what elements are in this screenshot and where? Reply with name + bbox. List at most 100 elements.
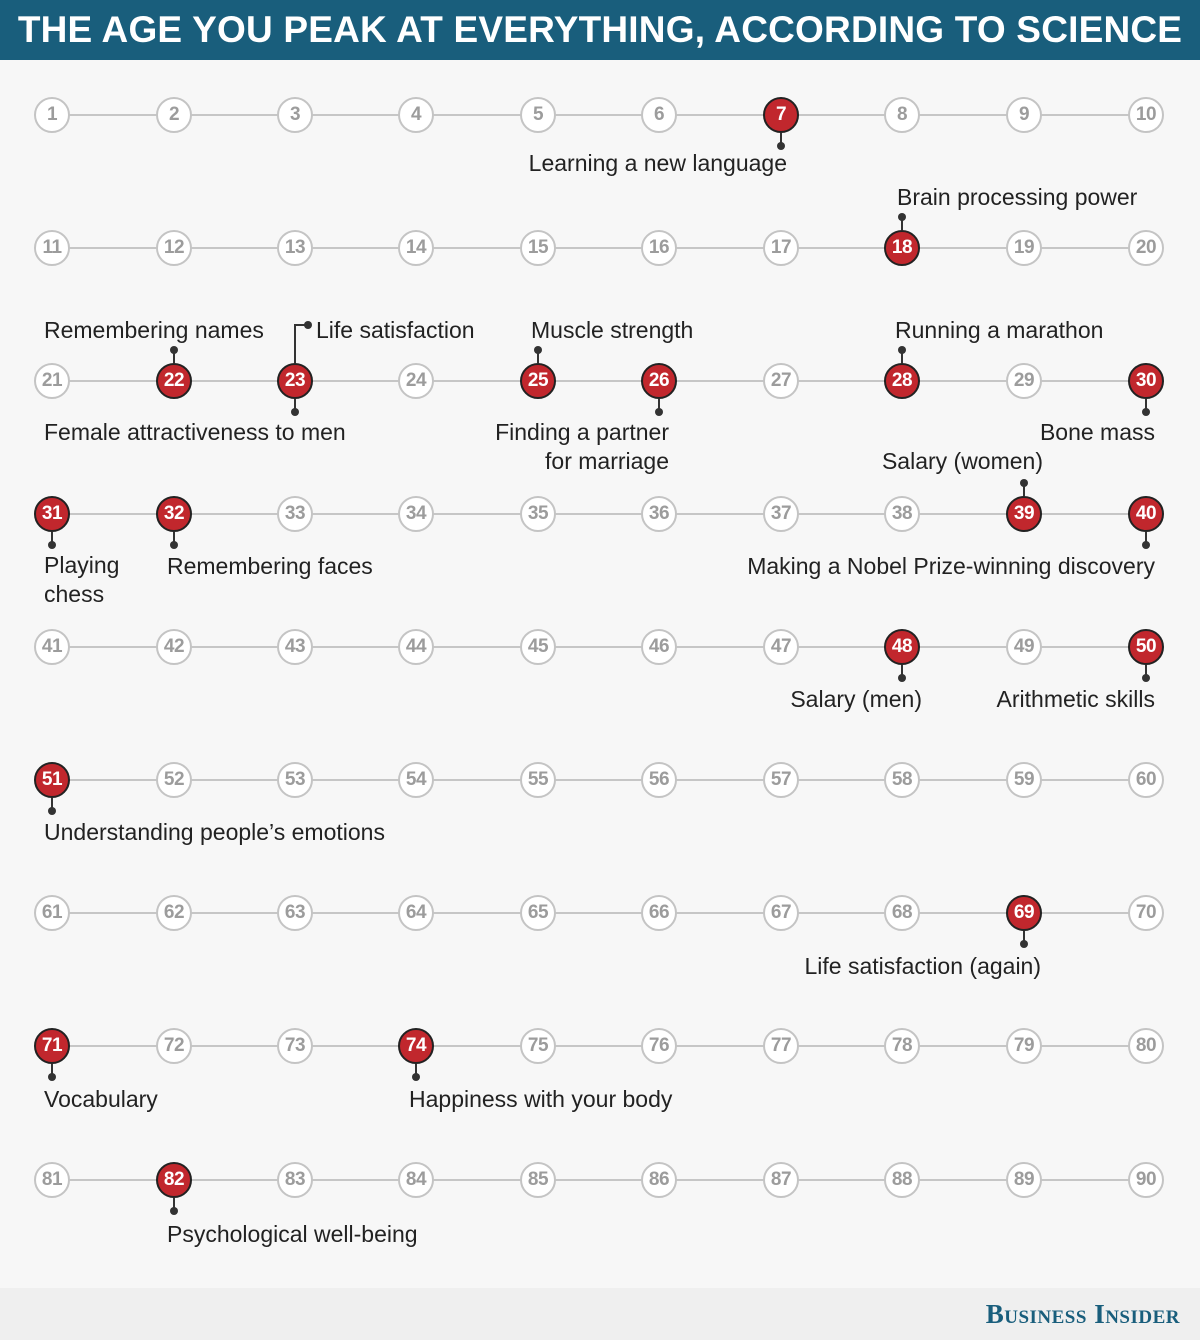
- connector-line: [294, 399, 296, 412]
- footer: Business Insider: [0, 1288, 1200, 1340]
- timeline-row-line: [52, 247, 1146, 249]
- connector-dot: [898, 346, 906, 354]
- peak-age-marker: 69: [1006, 895, 1042, 931]
- peak-label: Bone mass: [1039, 418, 1155, 445]
- peak-label: Life satisfaction: [316, 316, 475, 343]
- age-marker: 35: [520, 496, 556, 532]
- age-marker: 83: [277, 1162, 313, 1198]
- connector-line: [780, 133, 782, 146]
- age-marker: 76: [641, 1028, 677, 1064]
- age-marker: 72: [156, 1028, 192, 1064]
- connector-line: [901, 665, 903, 678]
- age-marker: 54: [398, 762, 434, 798]
- age-marker: 85: [520, 1162, 556, 1198]
- peak-label: Female attractiveness to men: [44, 418, 346, 445]
- age-marker: 20: [1128, 230, 1164, 266]
- connector-line: [51, 1064, 53, 1077]
- age-marker: 56: [641, 762, 677, 798]
- age-marker: 41: [34, 629, 70, 665]
- peak-label: Happiness with your body: [409, 1085, 673, 1112]
- connector-dot: [1020, 479, 1028, 487]
- connector-dot: [170, 1207, 178, 1215]
- age-marker: 59: [1006, 762, 1042, 798]
- age-marker: 62: [156, 895, 192, 931]
- age-marker: 27: [763, 363, 799, 399]
- connector-line: [1145, 399, 1147, 412]
- connector-dot: [1020, 940, 1028, 948]
- header-banner: THE AGE YOU PEAK AT EVERYTHING, ACCORDIN…: [0, 0, 1200, 60]
- peak-age-marker: 7: [763, 97, 799, 133]
- age-marker: 10: [1128, 97, 1164, 133]
- age-marker: 43: [277, 629, 313, 665]
- connector-line: [901, 350, 903, 363]
- peak-age-marker: 82: [156, 1162, 192, 1198]
- age-marker: 21: [34, 363, 70, 399]
- peak-label: Brain processing power: [897, 183, 1138, 210]
- age-marker: 37: [763, 496, 799, 532]
- peak-label: Psychological well-being: [167, 1220, 418, 1247]
- timeline-row-line: [52, 380, 1146, 382]
- age-marker: 67: [763, 895, 799, 931]
- peak-label: Running a marathon: [895, 316, 1104, 343]
- age-marker: 49: [1006, 629, 1042, 665]
- age-marker: 16: [641, 230, 677, 266]
- age-marker: 65: [520, 895, 556, 931]
- connector-line: [1023, 483, 1025, 496]
- age-marker: 46: [641, 629, 677, 665]
- age-marker: 38: [884, 496, 920, 532]
- peak-age-marker: 32: [156, 496, 192, 532]
- age-marker: 8: [884, 97, 920, 133]
- timeline-row-line: [52, 513, 1146, 515]
- connector-line: [51, 532, 53, 545]
- peak-age-marker: 22: [156, 363, 192, 399]
- age-marker: 79: [1006, 1028, 1042, 1064]
- connector-line: [51, 798, 53, 811]
- age-marker: 12: [156, 230, 192, 266]
- age-marker: 57: [763, 762, 799, 798]
- age-marker: 13: [277, 230, 313, 266]
- age-marker: 6: [641, 97, 677, 133]
- connector-dot: [1142, 541, 1150, 549]
- connector-line: [173, 1198, 175, 1211]
- age-marker: 15: [520, 230, 556, 266]
- age-marker: 86: [641, 1162, 677, 1198]
- peak-age-marker: 28: [884, 363, 920, 399]
- age-marker: 44: [398, 629, 434, 665]
- timeline-row-line: [52, 912, 1146, 914]
- age-marker: 11: [34, 230, 70, 266]
- connector-line: [173, 532, 175, 545]
- age-marker: 29: [1006, 363, 1042, 399]
- peak-label: Remembering faces: [167, 552, 373, 579]
- connector-line: [173, 350, 175, 363]
- peak-age-marker: 39: [1006, 496, 1042, 532]
- connector-dot: [655, 408, 663, 416]
- connector-dot: [534, 346, 542, 354]
- age-marker: 80: [1128, 1028, 1164, 1064]
- age-marker: 2: [156, 97, 192, 133]
- peak-age-marker: 23: [277, 363, 313, 399]
- connector-dot: [170, 346, 178, 354]
- age-marker: 81: [34, 1162, 70, 1198]
- age-marker: 1: [34, 97, 70, 133]
- age-marker: 87: [763, 1162, 799, 1198]
- age-marker: 19: [1006, 230, 1042, 266]
- connector-dot: [291, 408, 299, 416]
- age-marker: 36: [641, 496, 677, 532]
- peak-age-marker: 30: [1128, 363, 1164, 399]
- peak-age-marker: 40: [1128, 496, 1164, 532]
- peak-label: Playing chess: [44, 552, 120, 607]
- age-marker: 64: [398, 895, 434, 931]
- age-marker: 77: [763, 1028, 799, 1064]
- age-marker: 75: [520, 1028, 556, 1064]
- peak-label: Remembering names: [44, 316, 264, 343]
- age-marker: 34: [398, 496, 434, 532]
- connector-dot: [1142, 674, 1150, 682]
- peak-age-marker: 71: [34, 1028, 70, 1064]
- timeline-row-line: [52, 779, 1146, 781]
- connector-line: [415, 1064, 417, 1077]
- age-marker: 47: [763, 629, 799, 665]
- peak-label: Making a Nobel Prize-winning discovery: [747, 552, 1155, 579]
- connector-dot: [412, 1073, 420, 1081]
- age-marker: 90: [1128, 1162, 1164, 1198]
- age-marker: 9: [1006, 97, 1042, 133]
